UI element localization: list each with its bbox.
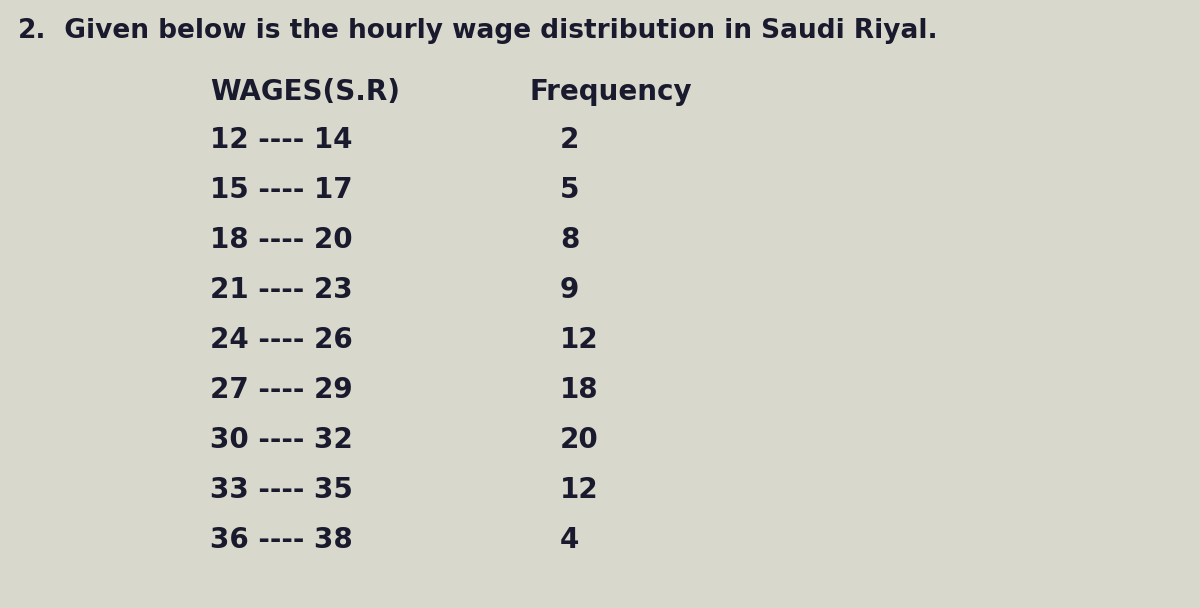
Text: 5: 5 <box>560 176 580 204</box>
Text: 30 ---- 32: 30 ---- 32 <box>210 426 353 454</box>
Text: 24 ---- 26: 24 ---- 26 <box>210 326 353 354</box>
Text: 36 ---- 38: 36 ---- 38 <box>210 526 353 554</box>
Text: 9: 9 <box>560 276 580 304</box>
Text: 33 ---- 35: 33 ---- 35 <box>210 476 353 504</box>
Text: WAGES(S.R): WAGES(S.R) <box>210 78 400 106</box>
Text: 12: 12 <box>560 326 599 354</box>
Text: 18: 18 <box>560 376 599 404</box>
Text: 18 ---- 20: 18 ---- 20 <box>210 226 353 254</box>
Text: 2: 2 <box>560 126 580 154</box>
Text: 15 ---- 17: 15 ---- 17 <box>210 176 353 204</box>
Text: 27 ---- 29: 27 ---- 29 <box>210 376 353 404</box>
Text: 12 ---- 14: 12 ---- 14 <box>210 126 353 154</box>
Text: 4: 4 <box>560 526 580 554</box>
Text: 12: 12 <box>560 476 599 504</box>
Text: Given below is the hourly wage distribution in Saudi Riyal.: Given below is the hourly wage distribut… <box>46 18 937 44</box>
Text: Frequency: Frequency <box>530 78 692 106</box>
Text: 2.: 2. <box>18 18 47 44</box>
Text: 8: 8 <box>560 226 580 254</box>
Text: 20: 20 <box>560 426 599 454</box>
Text: 21 ---- 23: 21 ---- 23 <box>210 276 353 304</box>
